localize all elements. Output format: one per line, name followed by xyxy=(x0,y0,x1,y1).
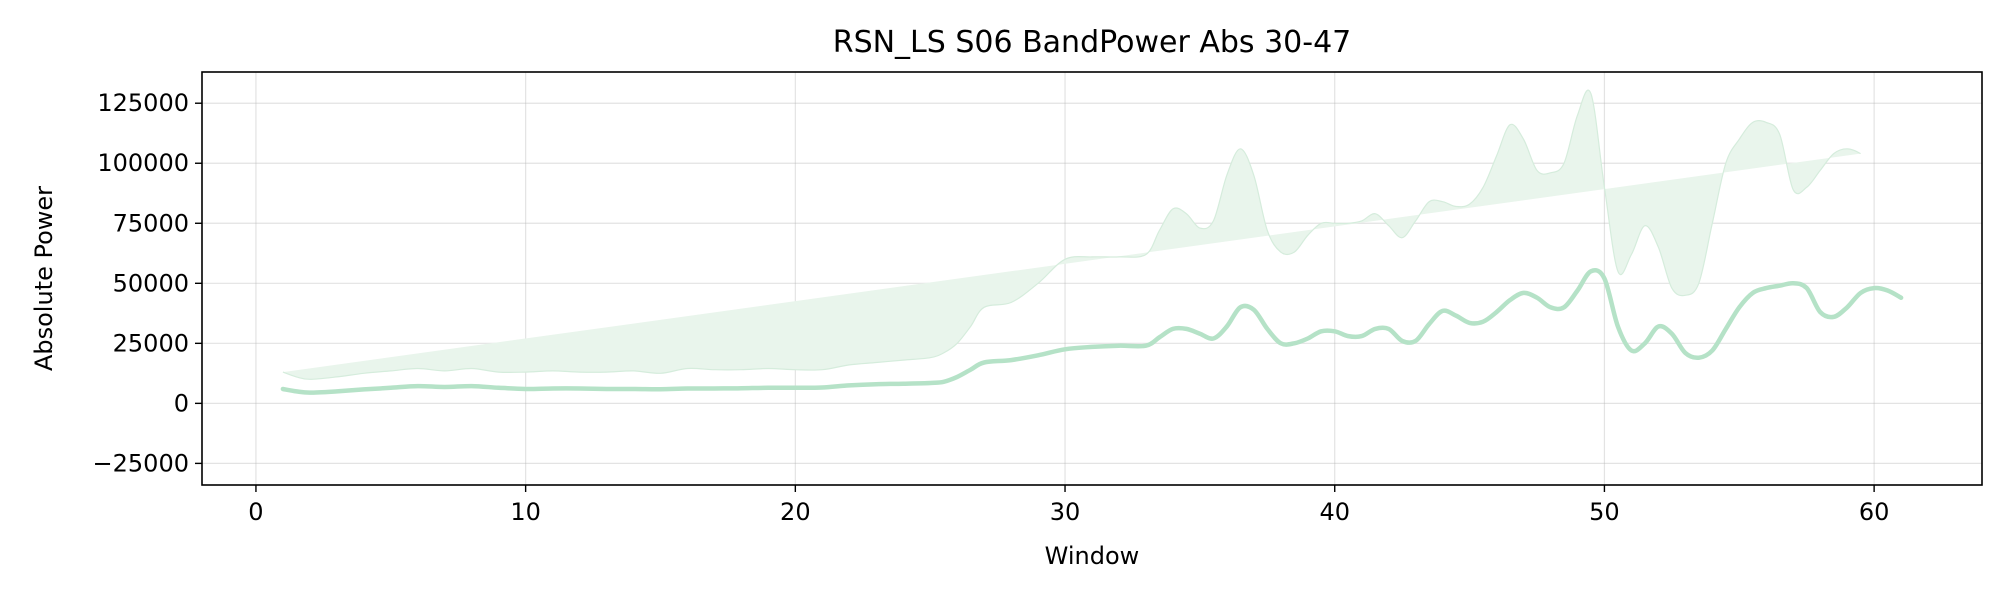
series-line-layer xyxy=(280,268,1904,395)
x-tick-label: 0 xyxy=(248,498,263,526)
x-tick-label: 60 xyxy=(1859,498,1890,526)
plot-frame xyxy=(201,71,1983,486)
y-tick-label: 100000 xyxy=(97,149,189,177)
x-tick-label: 20 xyxy=(780,498,811,526)
y-axis: −25000 0 25000 50000 75000 100000 125000 xyxy=(93,89,202,477)
x-axis: 0 10 20 30 40 50 60 xyxy=(248,485,1889,526)
grid xyxy=(202,72,1982,485)
x-tick-label: 30 xyxy=(1050,498,1081,526)
std-band-area xyxy=(282,89,1861,380)
confidence-band-layer xyxy=(282,89,1861,380)
x-axis-label: Window xyxy=(1045,542,1140,570)
x-tick-label: 50 xyxy=(1589,498,1620,526)
chart-title: RSN_LS S06 BandPower Abs 30-47 xyxy=(833,25,1352,60)
y-tick-label: 50000 xyxy=(113,269,189,297)
mean-series-line xyxy=(280,268,1904,395)
y-tick-label: 125000 xyxy=(97,89,189,117)
y-tick-label: 0 xyxy=(174,389,189,417)
y-tick-label: 25000 xyxy=(113,329,189,357)
y-axis-label: Absolute Power xyxy=(30,186,58,371)
y-tick-label: −25000 xyxy=(93,449,189,477)
x-tick-label: 10 xyxy=(510,498,541,526)
x-tick-label: 40 xyxy=(1319,498,1350,526)
y-tick-label: 75000 xyxy=(113,209,189,237)
